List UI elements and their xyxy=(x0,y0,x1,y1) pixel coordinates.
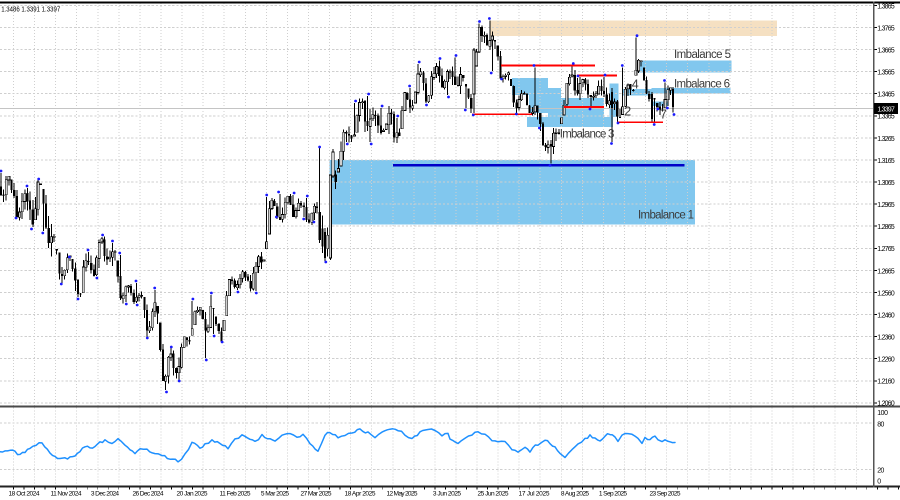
svg-text:Imbalance 3: Imbalance 3 xyxy=(560,129,615,141)
svg-text:8 Aug 2025: 8 Aug 2025 xyxy=(561,490,590,497)
svg-text:1.3365: 1.3365 xyxy=(877,114,895,121)
svg-text:1.2260: 1.2260 xyxy=(877,357,895,364)
svg-text:1.2965: 1.2965 xyxy=(877,202,895,209)
svg-text:1.3486 1.3391 1.3397: 1.3486 1.3391 1.3397 xyxy=(1,4,60,13)
svg-text:1.2665: 1.2665 xyxy=(877,268,895,275)
svg-text:3 Dec 2024: 3 Dec 2024 xyxy=(91,490,120,497)
svg-text:20: 20 xyxy=(877,468,884,475)
svg-text:1.3765: 1.3765 xyxy=(877,25,895,32)
svg-text:1.2865: 1.2865 xyxy=(877,224,895,231)
svg-text:Imbalance 5: Imbalance 5 xyxy=(674,49,731,61)
svg-text:1.2560: 1.2560 xyxy=(877,290,895,297)
svg-text:1.3565: 1.3565 xyxy=(877,70,895,77)
svg-text:1.2060: 1.2060 xyxy=(877,401,895,408)
svg-text:1.2360: 1.2360 xyxy=(877,335,895,342)
svg-text:27 Mar 2025: 27 Mar 2025 xyxy=(301,490,332,497)
svg-text:1.2460: 1.2460 xyxy=(877,312,895,319)
svg-text:1.3265: 1.3265 xyxy=(877,136,895,143)
svg-text:5 Mar 2025: 5 Mar 2025 xyxy=(261,490,290,497)
svg-text:100: 100 xyxy=(877,410,888,417)
svg-text:7: 7 xyxy=(660,108,667,122)
svg-text:26 Dec 2024: 26 Dec 2024 xyxy=(133,490,164,497)
svg-text:1.3165: 1.3165 xyxy=(877,158,895,165)
svg-text:4: 4 xyxy=(632,78,639,92)
svg-text:Imbalance 1: Imbalance 1 xyxy=(638,210,694,222)
svg-text:1.3065: 1.3065 xyxy=(877,180,895,187)
svg-text:12 May 2025: 12 May 2025 xyxy=(387,490,418,497)
svg-text:18 Apr 2025: 18 Apr 2025 xyxy=(345,490,376,497)
svg-text:2: 2 xyxy=(624,105,631,119)
svg-text:1.2765: 1.2765 xyxy=(877,246,895,253)
svg-text:17 Jul 2025: 17 Jul 2025 xyxy=(519,490,550,497)
svg-text:1 Sep 2025: 1 Sep 2025 xyxy=(599,490,628,497)
svg-text:1.3397: 1.3397 xyxy=(877,107,895,114)
svg-text:25 Jun 2025: 25 Jun 2025 xyxy=(478,490,509,497)
svg-text:Imbalance 6: Imbalance 6 xyxy=(674,78,730,90)
svg-text:0: 0 xyxy=(877,478,881,485)
svg-text:20 Jan 2025: 20 Jan 2025 xyxy=(177,490,208,497)
svg-text:11 Nov 2024: 11 Nov 2024 xyxy=(51,490,82,497)
svg-text:1.3865: 1.3865 xyxy=(877,3,895,10)
svg-text:18 Oct 2024: 18 Oct 2024 xyxy=(9,490,40,497)
svg-text:1.3665: 1.3665 xyxy=(877,48,895,55)
svg-text:23 Sep 2025: 23 Sep 2025 xyxy=(650,490,681,497)
svg-text:80: 80 xyxy=(877,421,884,428)
svg-text:11 Feb 2025: 11 Feb 2025 xyxy=(220,490,251,497)
svg-text:3 Jun 2025: 3 Jun 2025 xyxy=(433,490,462,497)
svg-text:1.3465: 1.3465 xyxy=(877,92,895,99)
svg-text:1.2160: 1.2160 xyxy=(877,379,895,386)
